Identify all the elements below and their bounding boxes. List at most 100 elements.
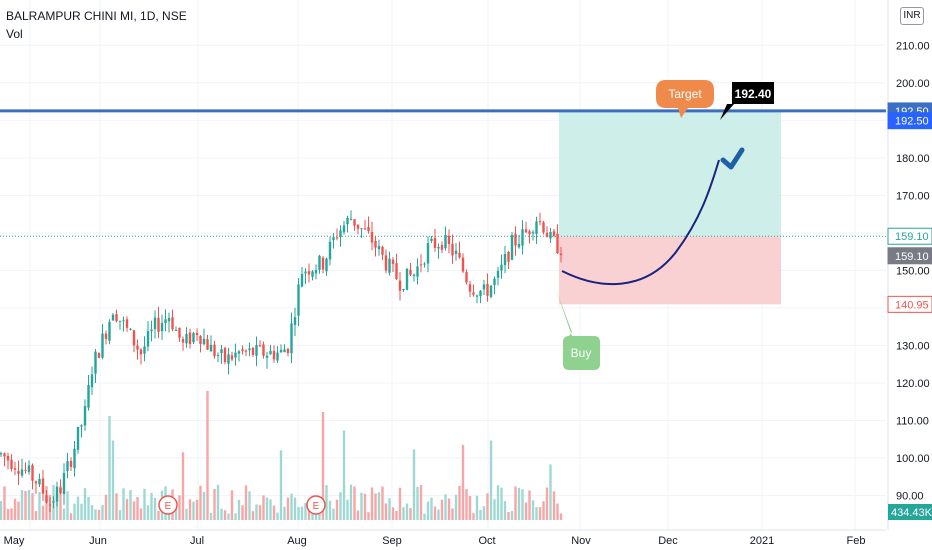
volume-bar: [237, 499, 241, 520]
candle-body: [125, 319, 129, 328]
time-axis[interactable]: May Jun Jul Aug Sep Oct Nov Dec 2021 Feb: [0, 529, 886, 547]
candle-body: [297, 284, 300, 316]
earnings-marker-1[interactable]: E: [306, 495, 326, 515]
target-callout-shape: [656, 80, 714, 118]
candle-body: [143, 346, 146, 354]
volume-value-label: 434.43K: [891, 507, 932, 519]
price-tick-label: 120.00: [896, 378, 930, 390]
volume-bar: [0, 501, 3, 520]
volume-bar: [300, 506, 304, 520]
volume-bar: [465, 489, 468, 520]
volume-bar: [199, 485, 202, 520]
candle-body: [160, 323, 164, 332]
time-tick-label: Oct: [478, 535, 495, 547]
candle-body: [213, 344, 216, 357]
volume-bar: [500, 487, 503, 520]
candle-body: [454, 250, 458, 254]
candle-body: [62, 473, 66, 494]
volume-bar: [398, 487, 402, 520]
price-label: 159.10: [895, 231, 929, 243]
candle-body: [489, 285, 493, 297]
candle-body: [444, 235, 447, 249]
candle-body: [234, 352, 237, 358]
volume-bar: [272, 505, 276, 520]
volume-bar: [6, 508, 10, 520]
candle-body: [524, 229, 528, 233]
volume-bar: [129, 490, 132, 520]
candle-body: [405, 268, 409, 290]
volume-bar: [549, 464, 552, 520]
candle-body: [440, 244, 444, 250]
volume-bar: [80, 503, 83, 520]
volume-bar: [188, 499, 192, 520]
candle-body: [430, 238, 433, 241]
candle-body: [465, 272, 468, 283]
volume-bar: [538, 507, 542, 520]
target-value-callout[interactable]: 192.40: [720, 82, 774, 120]
buy-callout[interactable]: Buy: [555, 287, 600, 370]
volume-bar: [94, 509, 97, 520]
target-callout[interactable]: Target: [656, 80, 714, 118]
earnings-marker-0[interactable]: E: [158, 495, 178, 515]
candle-body: [496, 270, 500, 278]
volume-bar: [426, 501, 430, 520]
volume-bar: [220, 508, 223, 520]
volume-bar: [514, 486, 517, 520]
volume-bar: [416, 486, 419, 520]
price-label-box: [887, 227, 932, 245]
volume-bar: [101, 505, 104, 520]
candle-body: [286, 348, 290, 353]
check-icon: [720, 147, 745, 170]
volume-bar: [262, 495, 265, 520]
volume-bar: [517, 487, 521, 520]
volume-bar: [192, 501, 195, 520]
time-tick-label: 2021: [750, 535, 774, 547]
volume-bar: [314, 509, 318, 520]
time-tick-label: Nov: [571, 535, 591, 547]
candle-body: [283, 349, 286, 353]
volume-bar: [437, 509, 440, 520]
volume-bar: [524, 502, 528, 520]
loss-zone: [559, 236, 781, 305]
candle-body: [451, 243, 454, 256]
candle-body: [353, 219, 356, 226]
volume-bar: [181, 452, 185, 520]
candle-body: [111, 314, 115, 321]
volume-bar: [447, 498, 451, 520]
candle-body: [27, 465, 31, 473]
candle-body: [388, 258, 391, 273]
candle-body: [374, 240, 377, 248]
volume-bar: [157, 511, 160, 520]
price-axis[interactable]: 90.00100.00110.00120.00130.00140.00150.0…: [887, 0, 932, 530]
volume-bar: [528, 490, 531, 520]
volume-bar: [521, 489, 524, 520]
price-label-box: [887, 295, 932, 313]
volume-bar: [510, 510, 514, 520]
volume-bar: [283, 506, 286, 520]
volume-bar: [395, 510, 398, 520]
candle-body: [94, 351, 97, 374]
volume-bar: [69, 513, 73, 520]
candle-body: [300, 273, 304, 287]
candle-body: [87, 384, 90, 408]
volume-bar: [216, 484, 220, 520]
candle-body: [206, 339, 209, 350]
volume-bar: [461, 444, 465, 520]
candle-body: [178, 327, 181, 338]
candle-body: [486, 283, 489, 296]
volume-bar: [489, 440, 493, 520]
candle-body: [479, 290, 482, 297]
candle-body: [118, 320, 122, 322]
price-label: 192.50: [895, 116, 929, 128]
candle-body: [391, 259, 395, 264]
currency-button[interactable]: INR: [900, 7, 924, 25]
volume-bar: [90, 505, 94, 520]
candle-body: [248, 348, 251, 351]
volume-bar: [59, 486, 62, 520]
candle-body: [384, 255, 388, 271]
volume-bar: [244, 485, 248, 520]
volume-bar: [108, 416, 111, 520]
volume-bar: [318, 513, 321, 520]
